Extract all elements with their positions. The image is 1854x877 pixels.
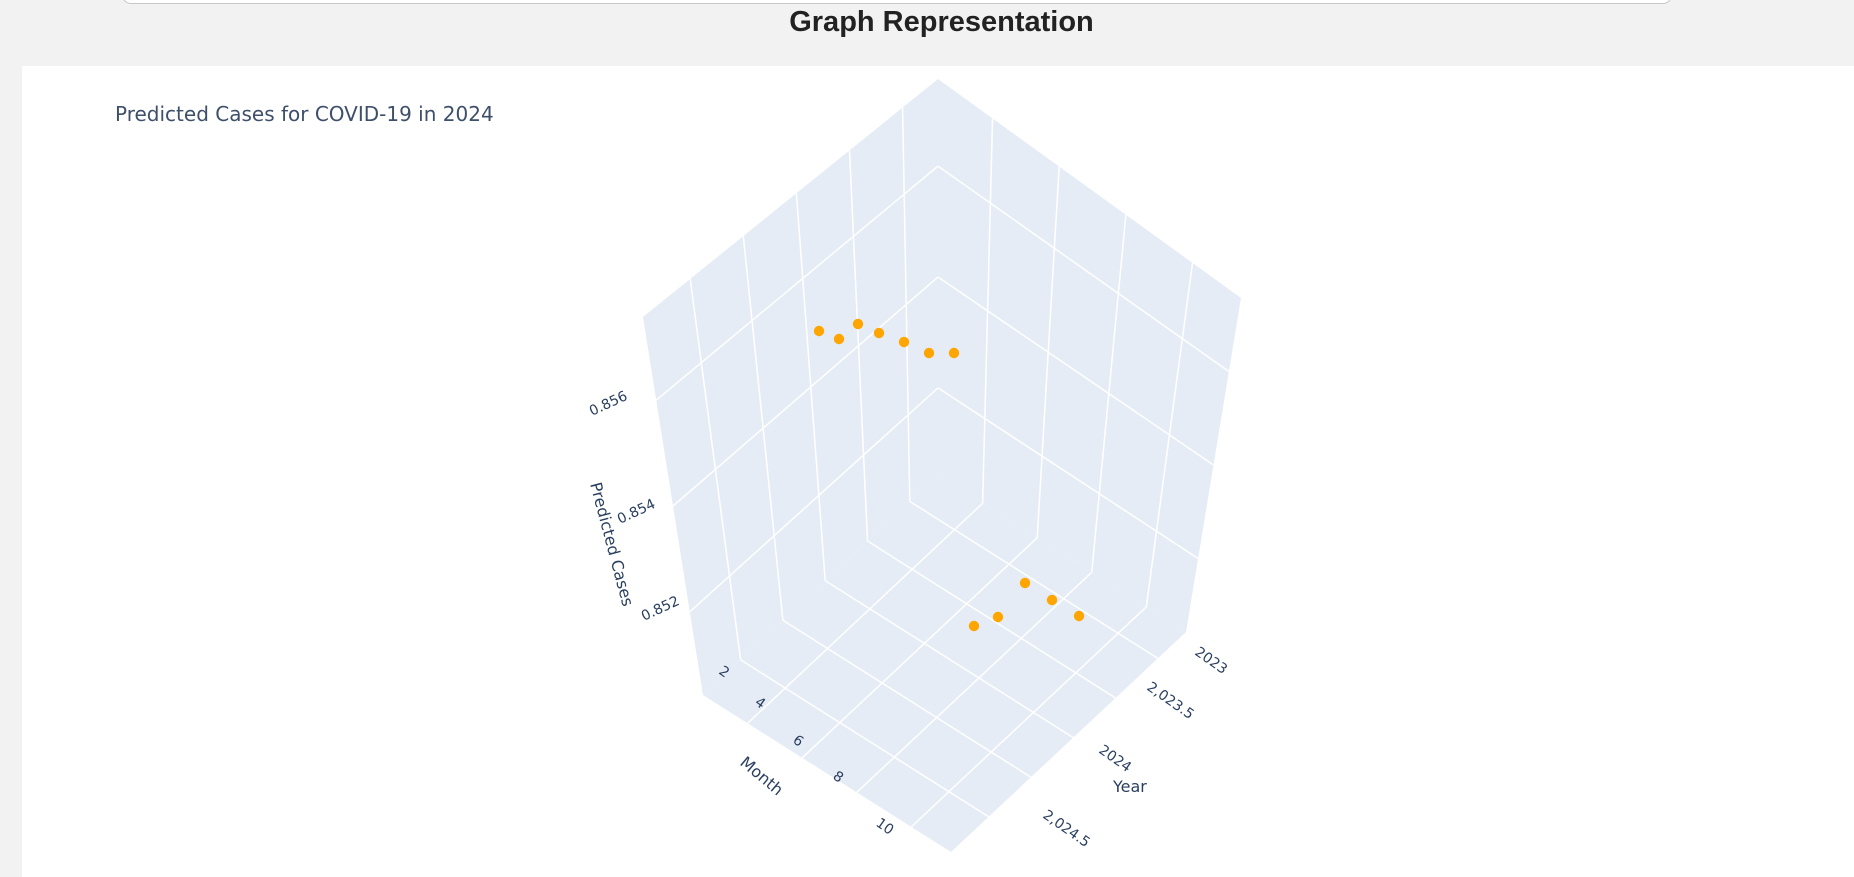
gridline-value-right (937, 165, 1230, 373)
gridline-year-floor (910, 606, 1147, 828)
z-tick-label: 0.854 (615, 496, 658, 527)
data-point (813, 325, 825, 337)
left-wall-plane (643, 79, 938, 695)
year-tick-label: 2,024.5 (1040, 807, 1093, 851)
year-tick-label: 2023 (1192, 644, 1230, 678)
data-point (1046, 594, 1058, 606)
data-point (992, 611, 1004, 623)
gridline-value-right (937, 276, 1214, 466)
gridline-month-floor (782, 619, 1032, 778)
gridline-year-floor (856, 571, 1093, 793)
gridline-value-left (672, 276, 939, 507)
z-axis-label: Predicted Cases (586, 480, 637, 608)
gridline-month-floor (867, 540, 1116, 699)
month-tick-label: 10 (873, 815, 897, 838)
scatter3d-plot[interactable]: 0.8520.8540.85624681020232,023.520242,02… (22, 66, 1854, 877)
gridline-month-floor (740, 659, 990, 818)
data-point (873, 327, 885, 339)
gridline-value-left (655, 165, 939, 401)
gridline-year-floor (801, 537, 1038, 759)
data-point (948, 347, 960, 359)
gridline-month-floor (909, 500, 1159, 660)
data-point (923, 347, 935, 359)
gridline-value-right (937, 387, 1199, 560)
data-point (852, 318, 864, 330)
floor-plane (703, 475, 1186, 852)
data-point (1019, 577, 1031, 589)
top-input-field[interactable] (122, 0, 1672, 4)
chart-title: Predicted Cases for COVID-19 in 2024 (115, 102, 494, 126)
gridline-year-floor (747, 502, 984, 724)
year-tick-label: 2,023.5 (1144, 679, 1197, 723)
page-title: Graph Representation (789, 6, 1094, 38)
data-point (968, 620, 980, 632)
plot-panel[interactable]: Predicted Cases for COVID-19 in 2024 0.8… (22, 66, 1854, 877)
z-tick-label: 0.852 (639, 593, 682, 624)
gridline-month-floor (824, 579, 1074, 739)
data-point (1073, 610, 1085, 622)
data-point (833, 333, 845, 345)
year-axis-label: Year (1112, 777, 1147, 796)
month-axis-label: Month (736, 753, 787, 800)
year-tick-label: 2024 (1096, 742, 1134, 776)
data-point (898, 336, 910, 348)
right-wall-plane (938, 79, 1241, 632)
gridline-value-left (689, 387, 939, 613)
z-tick-label: 0.856 (587, 388, 630, 419)
